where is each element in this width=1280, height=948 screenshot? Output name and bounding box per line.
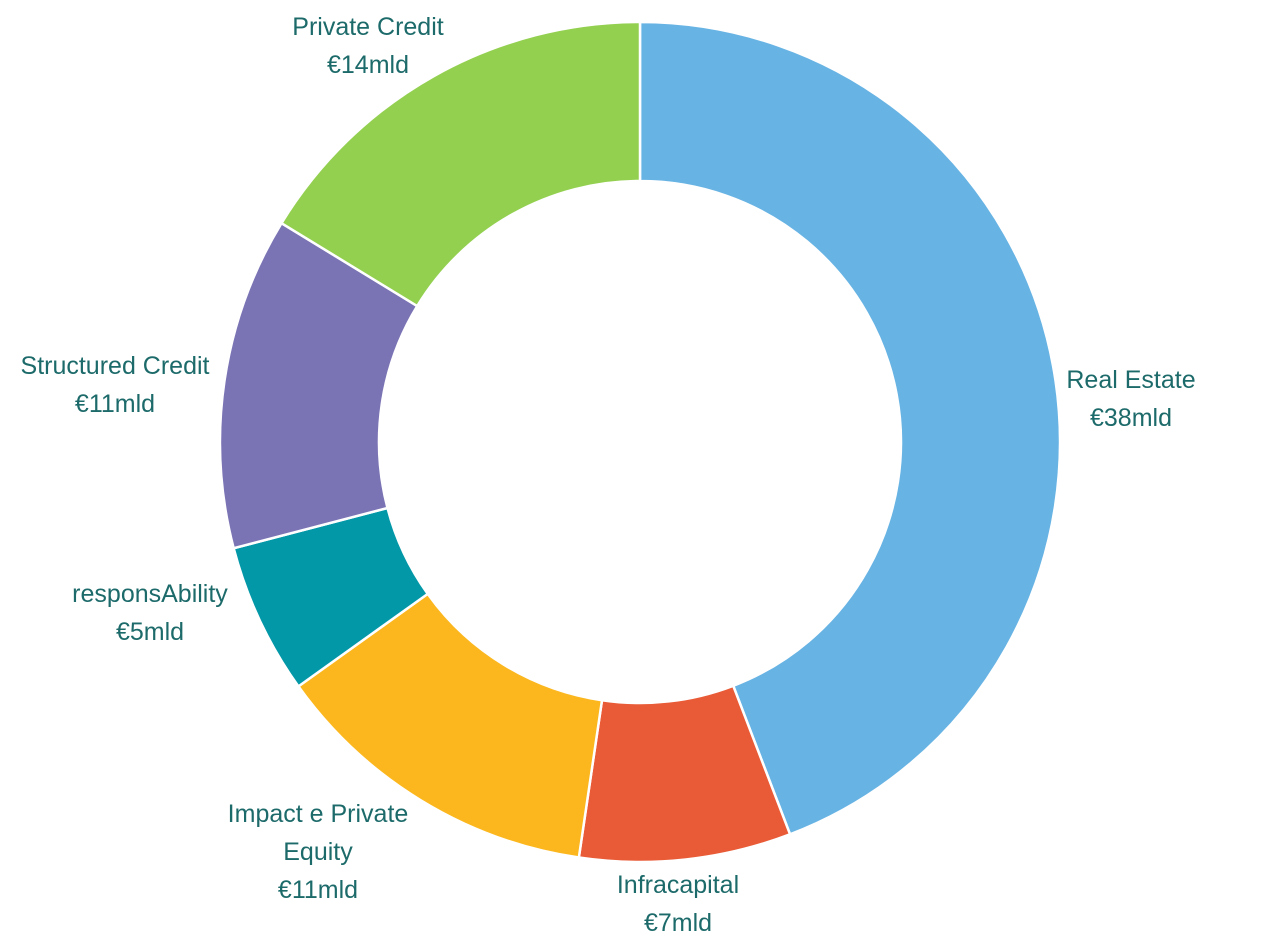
label-responsability: responsAbility €5mld <box>72 575 228 651</box>
label-value: €14mld <box>326 51 409 79</box>
label-name: Private Credit <box>292 13 444 41</box>
label-name: Structured Credit <box>20 352 210 380</box>
slice-private-credit <box>279 20 642 308</box>
label-name: Real Estate <box>1066 366 1196 394</box>
label-value: €11mld <box>74 390 156 418</box>
label-name: Infracapital <box>616 871 740 899</box>
label-structured-credit: Structured Credit €11mld <box>21 347 210 423</box>
label-value: €38mld <box>1090 404 1172 432</box>
label-infracapital: Infracapital €7mld <box>617 866 739 942</box>
label-real-estate: Real Estate €38mld <box>1066 361 1195 437</box>
slice-real-estate <box>638 20 1062 836</box>
label-private-credit: Private Credit €14mld <box>292 8 443 84</box>
label-name-line1: Impact e Private <box>227 800 409 828</box>
label-value: €11mld <box>277 876 359 904</box>
label-value: €7mld <box>643 909 713 937</box>
label-name-line2: Equity <box>283 838 353 866</box>
label-impact-private-equity: Impact e Private Equity €11mld <box>228 795 409 909</box>
label-name: responsAbility <box>72 580 228 608</box>
label-value: €5mld <box>115 618 185 646</box>
